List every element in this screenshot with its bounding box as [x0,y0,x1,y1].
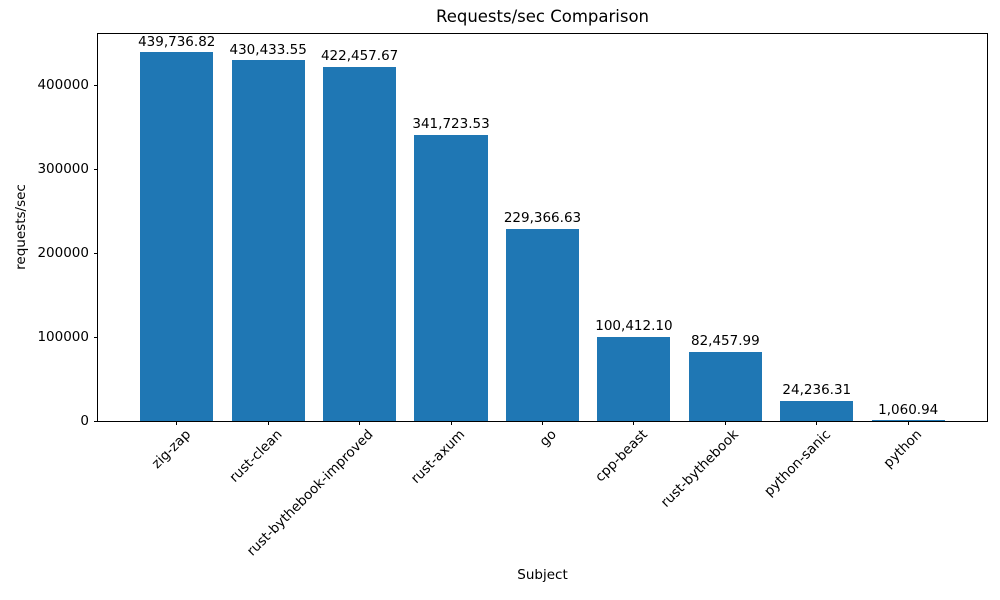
bar [231,60,305,421]
bar-slot: 439,736.82 zig-zap [131,33,222,472]
bar-slot: 100,412.10 cpp-beast [588,34,679,485]
x-tick-label: python [880,426,926,472]
x-tick-label: rust-bythebook [658,426,743,511]
bar [323,66,397,421]
chart-title: Requests/sec Comparison [435,7,650,26]
y-tick-mark [94,169,98,171]
bar-value-label: 422,457.67 [320,48,399,65]
bars-container: 439,736.82 zig-zap 430,433.55 rust-clean 422… [131,33,954,559]
y-tick-mark [94,85,98,87]
y-tick-label: 400000 [37,77,89,93]
x-tick-label: python-sanic [760,426,834,500]
bar-slot: 82,457.99 rust-bythebook [658,34,771,511]
bar [140,52,214,421]
x-tick-mark [359,421,361,425]
y-tick-mark [94,420,98,422]
bar-value-label: 341,723.53 [412,116,490,133]
y-tick-label: 100000 [37,328,89,345]
bar-value-label: 1,060.94 [878,401,939,418]
x-tick-label: cpp-beast [592,426,651,486]
x-tick-mark [541,421,543,425]
bar-value-label: 439,736.82 [138,33,216,50]
bar-value-label: 229,366.63 [503,210,582,227]
plot-area: 0 100000 200000 300000 400000 439,736.82 zig-… [37,33,988,559]
bar-value-label: 82,457.99 [690,333,760,350]
x-tick-mark [724,421,726,425]
y-tick-mark [94,336,98,338]
bar-value-label: 100,412.10 [595,318,673,335]
y-axis-label: requests/sec [13,184,29,270]
bar-slot: 1,060.94 python [863,34,954,471]
x-tick-mark [267,421,269,425]
x-tick-label: rust-clean [225,426,286,486]
y-axis: 0 100000 200000 300000 400000 [37,34,987,427]
x-tick-mark [450,421,452,425]
bar [688,351,762,421]
bar [871,420,945,421]
y-tick-label: 300000 [37,160,89,177]
y-tick-mark [94,252,98,254]
x-tick-mark [907,421,909,425]
bar-slot: 422,457.67 rust-bythebook-improved [244,34,405,559]
x-axis-label: Subject [517,567,568,583]
y-tick-label: 200000 [37,244,89,261]
bar [597,336,671,421]
x-tick-label: zig-zap [148,426,194,472]
bar-slot: 341,723.53 rust-axum [405,34,496,487]
x-tick-label: rust-axum [407,426,468,487]
bar-slot: 24,236.31 python-sanic [761,34,862,500]
x-tick-mark [633,421,635,425]
x-tick-mark [176,421,178,425]
x-tick-mark [816,421,818,425]
bar-slot: 430,433.55 rust-clean [222,34,313,485]
bar-value-label: 24,236.31 [782,382,852,399]
y-tick-label: 0 [80,412,89,429]
bar [780,400,854,421]
bar [505,228,580,421]
bar-value-label: 430,433.55 [229,41,307,58]
bar [414,134,488,421]
bar-slot: 229,366.63 go [497,34,588,450]
x-tick-label: go [536,426,560,450]
